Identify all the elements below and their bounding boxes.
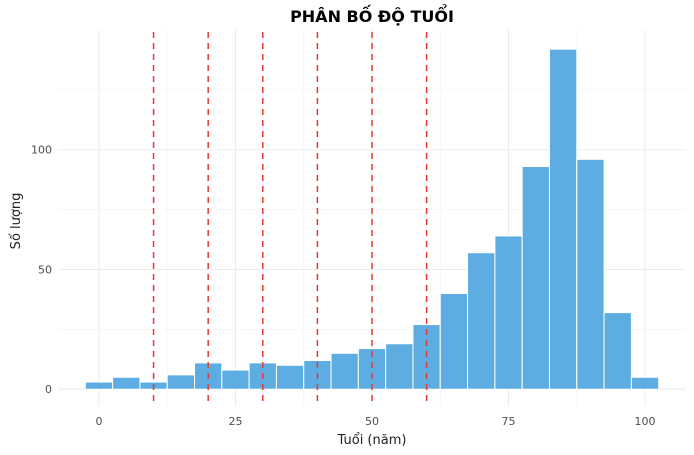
x-axis-label: Tuổi (năm) xyxy=(337,433,407,448)
y-tick-label: 0 xyxy=(45,383,52,396)
reference-lines xyxy=(152,32,428,406)
x-tick-label: 25 xyxy=(228,415,242,428)
x-tick-label: 0 xyxy=(95,415,102,428)
histogram-bar xyxy=(467,252,496,390)
histogram-bar xyxy=(521,166,550,390)
histogram-bar xyxy=(439,292,469,390)
histogram-bar xyxy=(630,376,660,390)
y-axis-label: Số lượng xyxy=(9,193,24,250)
histogram-bar xyxy=(166,374,196,390)
histogram-bar xyxy=(221,369,250,390)
histogram-bar xyxy=(603,312,632,390)
histogram-bar xyxy=(330,352,359,390)
x-tick-label: 50 xyxy=(365,415,379,428)
chart-title: PHÂN BỐ ĐỘ TUỔI xyxy=(290,4,454,26)
histogram-bar xyxy=(112,376,141,390)
histogram-bar xyxy=(275,364,305,390)
y-tick-label: 100 xyxy=(31,144,52,157)
histogram-bar xyxy=(548,48,578,390)
x-tick-label: 100 xyxy=(635,415,656,428)
histogram-bar xyxy=(494,235,523,390)
y-tick-label: 50 xyxy=(38,263,52,276)
histogram-bar xyxy=(576,158,605,390)
histogram-bar xyxy=(84,381,114,390)
x-axis-ticks: 0 25 50 75 100 xyxy=(95,415,655,428)
histogram-bar xyxy=(385,343,414,390)
y-axis-ticks: 0 50 100 xyxy=(31,144,52,396)
x-tick-label: 75 xyxy=(502,415,516,428)
